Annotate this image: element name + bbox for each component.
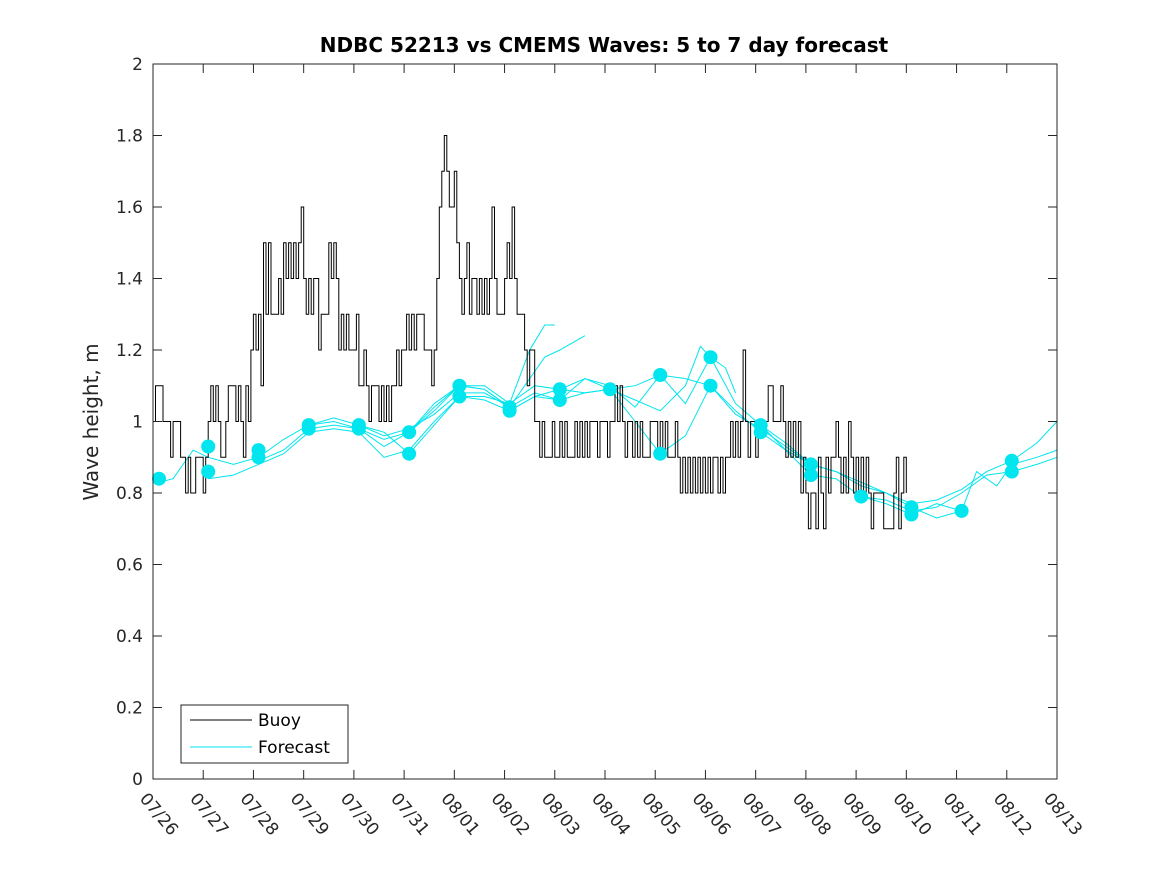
forecast-point [502,403,517,418]
legend: Buoy Forecast [180,704,349,764]
forecast-point [904,507,919,522]
forecast-point [402,425,417,440]
y-tick-label: 1.4 [116,270,143,290]
forecast-point [452,389,467,404]
forecast-point [452,378,467,393]
forecast-point [552,382,567,397]
forecast-series-line [358,324,555,455]
forecast-point [753,425,768,440]
forecast-series-line [258,374,711,462]
forecast-point [402,446,417,461]
y-tick-label: 0.8 [116,484,143,504]
y-tick-label: 0.4 [116,627,143,647]
y-tick-label: 2 [132,55,143,75]
forecast-point [603,382,617,397]
forecast-point [251,450,266,465]
forecast-point [954,503,969,518]
forecast-point [351,421,366,436]
forecast-point [152,471,166,486]
forecast-point [1004,464,1019,479]
y-tick-label: 1.6 [116,198,143,218]
y-tick-label: 1.2 [116,341,143,361]
y-axis-label: Wave height, m [79,343,103,500]
legend-label-forecast: Forecast [258,738,330,758]
legend-label-buoy: Buoy [258,711,301,731]
forecast-point [803,468,818,483]
forecast-point [552,393,567,407]
forecast-point [201,439,216,454]
forecast-point [854,489,869,504]
forecast-point [803,457,818,472]
y-tick-label: 0 [132,770,143,790]
buoy-series-line [153,135,907,530]
forecast-point [301,421,316,436]
forecast-point [653,368,668,382]
forecast-series-line [861,456,1058,512]
y-tick-label: 1.8 [116,127,143,147]
forecast-point [653,446,668,461]
y-tick-label: 1 [132,413,143,433]
forecast-point [1004,453,1019,468]
chart-title: NDBC 52213 vs CMEMS Waves: 5 to 7 day fo… [320,33,889,57]
plot-lines [153,135,1058,530]
y-tick-label: 0.2 [116,699,143,719]
y-axis: 0 0.2 0.4 0.6 0.8 1 1.2 1.4 1.6 1.8 2 [116,55,1057,790]
forecast-series-line [911,449,1058,515]
y-tick-label: 0.6 [116,556,143,576]
forecast-point [703,378,718,393]
forecast-point [201,464,216,479]
plot-markers [152,350,1019,522]
legend-box [180,704,349,764]
forecast-point [703,350,718,365]
